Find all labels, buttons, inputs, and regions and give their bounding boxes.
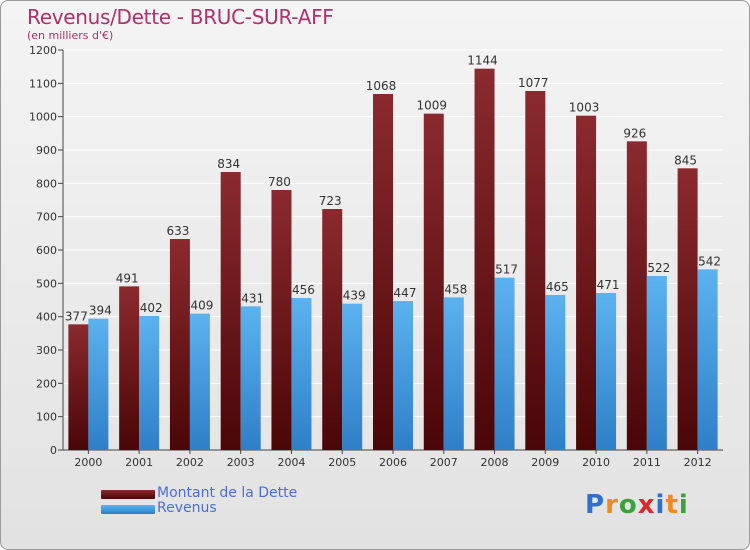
data-label-debt-2012: 845 — [674, 153, 697, 167]
data-label-revenue-2009: 465 — [546, 280, 569, 294]
bars — [68, 68, 718, 451]
x-tick-label: 2010 — [582, 456, 610, 469]
x-tick-label: 2009 — [531, 456, 559, 469]
y-axis-ticks: 0 100 200 300 400 500 600 700 800 900 1000 1100 1200 — [29, 44, 57, 457]
logo-letter: x — [637, 490, 656, 520]
data-label-revenue-2006: 447 — [394, 286, 417, 300]
bar-debt-2000 — [68, 324, 89, 450]
bar-revenue-2002 — [189, 313, 210, 450]
proxiti-logo: Proxiti — [585, 490, 689, 520]
logo-letter: P — [585, 490, 606, 520]
bar-revenue-2008 — [494, 277, 515, 450]
bar-debt-2004 — [271, 190, 292, 450]
bar-debt-2011 — [626, 141, 647, 451]
x-axis-ticks: 2000 2001 2002 2003 2004 2005 2006 2007 2008 2009… — [74, 450, 712, 469]
y-tick-label: 900 — [36, 144, 57, 157]
data-label-revenue-2001: 402 — [140, 301, 163, 315]
x-tick-label: 2001 — [125, 456, 153, 469]
logo-letter: t — [665, 490, 679, 520]
legend-label-revenue: Revenus — [157, 500, 217, 516]
x-tick-label: 2002 — [176, 456, 204, 469]
data-label-revenue-2011: 522 — [647, 261, 670, 275]
y-tick-label: 600 — [36, 244, 57, 257]
bar-revenue-2000 — [88, 318, 109, 450]
bar-debt-2005 — [322, 209, 343, 450]
bar-debt-2012 — [677, 168, 698, 451]
data-label-revenue-2008: 517 — [495, 263, 518, 277]
y-tick-label: 200 — [36, 377, 57, 390]
data-label-debt-2001: 491 — [116, 271, 139, 285]
x-tick-label: 2005 — [328, 456, 356, 469]
y-tick-label: 1200 — [29, 44, 57, 57]
chart-subtitle: (en milliers d'€) — [27, 29, 114, 42]
logo-letter: i — [655, 490, 666, 520]
data-label-debt-2009: 1077 — [518, 76, 549, 90]
x-tick-label: 2000 — [74, 456, 102, 469]
data-label-revenue-2003: 431 — [241, 291, 264, 305]
bar-revenue-2005 — [342, 303, 363, 450]
bar-revenue-2004 — [291, 298, 312, 450]
bar-debt-2002 — [169, 239, 190, 450]
bar-debt-2007 — [423, 113, 444, 451]
bar-revenue-2009 — [545, 295, 566, 450]
y-tick-label: 100 — [36, 411, 57, 424]
y-tick-label: 300 — [36, 344, 57, 357]
bar-revenue-2010 — [596, 293, 617, 450]
legend-swatch-debt — [101, 490, 155, 499]
y-tick-label: 0 — [50, 444, 57, 457]
chart-title: Revenus/Dette - BRUC-SUR-AFF — [27, 5, 334, 29]
y-tick-label: 500 — [36, 277, 57, 290]
bar-revenue-2012 — [697, 269, 718, 450]
data-label-debt-2007: 1009 — [416, 99, 447, 113]
data-label-debt-2008: 1144 — [467, 54, 498, 68]
data-label-revenue-2000: 394 — [89, 304, 112, 318]
bar-revenue-2007 — [443, 297, 464, 450]
bar-debt-2001 — [119, 286, 140, 450]
data-label-debt-2002: 633 — [166, 224, 189, 238]
legend-label-debt: Montant de la Dette — [157, 485, 298, 501]
logo-letter: r — [605, 490, 619, 520]
data-label-revenue-2010: 471 — [597, 278, 620, 292]
y-tick-label: 700 — [36, 211, 57, 224]
x-tick-label: 2012 — [684, 456, 712, 469]
x-tick-label: 2004 — [277, 456, 305, 469]
data-label-debt-2000: 377 — [65, 309, 88, 323]
bar-revenue-2011 — [646, 276, 667, 450]
data-label-revenue-2005: 439 — [343, 289, 366, 303]
bar-debt-2003 — [220, 172, 241, 450]
logo-letter: o — [618, 490, 638, 520]
data-label-revenue-2004: 456 — [292, 283, 315, 297]
bar-debt-2008 — [474, 68, 495, 451]
bar-revenue-2001 — [139, 316, 160, 450]
data-label-revenue-2007: 458 — [444, 282, 467, 296]
data-label-debt-2004: 780 — [268, 175, 291, 189]
logo-letter: i — [678, 490, 689, 520]
x-tick-label: 2003 — [227, 456, 255, 469]
data-label-debt-2011: 926 — [623, 126, 646, 140]
bar-revenue-2006 — [393, 301, 413, 450]
x-tick-label: 2008 — [481, 456, 509, 469]
data-label-debt-2010: 1003 — [569, 101, 600, 115]
y-tick-label: 800 — [36, 177, 57, 190]
y-tick-label: 1000 — [29, 111, 57, 124]
y-tick-label: 400 — [36, 311, 57, 324]
bar-revenue-2003 — [240, 306, 261, 450]
data-labels: 377 394 491 402 633 409 834 431 780 456 723 439 1068… — [65, 54, 721, 324]
bar-debt-2009 — [525, 91, 546, 450]
x-tick-label: 2011 — [633, 456, 661, 469]
data-label-revenue-2012: 542 — [698, 254, 721, 268]
bar-debt-2010 — [576, 115, 597, 451]
legend-swatch-revenue — [101, 505, 155, 514]
bar-debt-2006 — [373, 94, 393, 450]
x-tick-label: 2006 — [379, 456, 407, 469]
data-label-debt-2005: 723 — [319, 194, 342, 208]
data-label-debt-2003: 834 — [217, 157, 240, 171]
data-label-debt-2006: 1068 — [366, 79, 397, 93]
y-tick-label: 1100 — [29, 77, 57, 90]
data-label-revenue-2002: 409 — [190, 299, 213, 313]
x-tick-label: 2007 — [430, 456, 458, 469]
